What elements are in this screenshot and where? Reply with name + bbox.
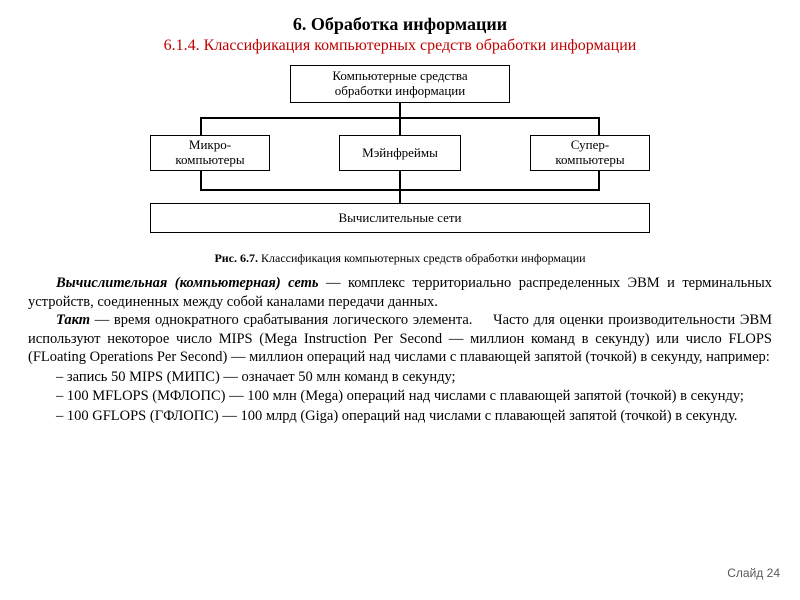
node-text: Супер-	[571, 137, 609, 152]
paragraph-takt: Такт — время однократного срабатывания л…	[28, 311, 772, 367]
node-text: Микро-	[189, 137, 231, 152]
diagram-node-super: Супер- компьютеры	[530, 135, 650, 171]
list-item: 100 GFLOPS (ГФЛОПС) — 100 млрд (Giga) оп…	[56, 407, 772, 426]
figure-label: Рис. 6.7.	[214, 251, 258, 265]
chapter-heading: 6. Обработка информации	[28, 14, 772, 35]
diagram-node-root: Компьютерные средства обработки информац…	[290, 65, 510, 103]
term-takt: Такт	[56, 312, 90, 328]
figure-caption: Рис. 6.7. Классификация компьютерных сре…	[28, 251, 772, 266]
term-network: Вычислительная (компьютерная) сеть	[56, 275, 319, 291]
section-heading: 6.1.4. Классификация компьютерных средст…	[28, 37, 772, 55]
node-text: компьютеры	[555, 152, 624, 167]
node-text: компьютеры	[175, 152, 244, 167]
node-text: Компьютерные средства	[332, 68, 467, 83]
list-item: запись 50 MIPS (МИПС) — означает 50 млн …	[56, 368, 772, 387]
node-text: Мэйнфреймы	[362, 146, 438, 161]
diagram-node-micro: Микро- компьютеры	[150, 135, 270, 171]
slide-number: Слайд 24	[727, 566, 780, 580]
list-item: 100 MFLOPS (МФЛОПС) — 100 млн (Mega) опе…	[56, 387, 772, 406]
hierarchy-diagram: Компьютерные средства обработки информац…	[140, 65, 660, 245]
text: — время однократного срабатывания логиче…	[90, 312, 472, 328]
node-text: Вычислительные сети	[338, 211, 461, 226]
paragraph-net-definition: Вычислительная (компьютерная) сеть — ком…	[28, 274, 772, 311]
node-text: обработки информации	[335, 83, 465, 98]
diagram-node-networks: Вычислительные сети	[150, 203, 650, 233]
diagram-node-mainframe: Мэйнфреймы	[339, 135, 461, 171]
body-text: Вычислительная (компьютерная) сеть — ком…	[28, 274, 772, 425]
figure-caption-text: Классификация компьютерных средств обраб…	[261, 251, 586, 265]
definitions-list: запись 50 MIPS (МИПС) — означает 50 млн …	[28, 368, 772, 426]
